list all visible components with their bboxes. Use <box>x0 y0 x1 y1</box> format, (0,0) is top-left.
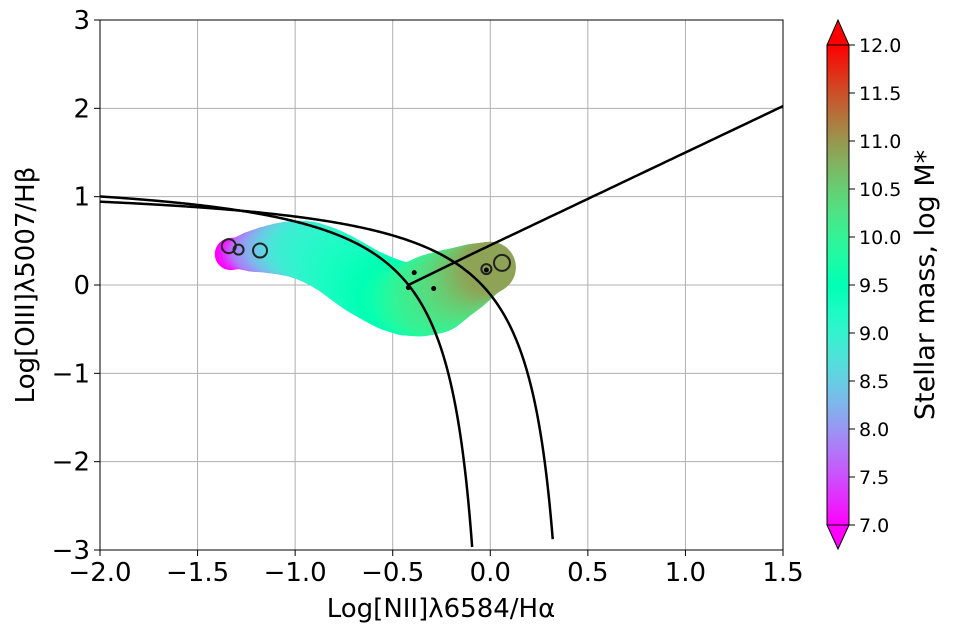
open-circle-markers <box>220 238 511 276</box>
open-marker <box>232 243 245 256</box>
colorbar-tick-label: 11.0 <box>859 131 901 153</box>
colorbar-extend-bottom <box>826 524 850 551</box>
colorbar: 7.0 7.5 8.0 8.5 9.0 9.5 10.0 10.5 11.0 11.5 12.0 S… <box>826 18 941 551</box>
x-tick-label: 1.5 <box>762 558 803 588</box>
stellar-mass-track <box>214 220 516 337</box>
y-axis-label: Log[OIII]λ5007/Hβ <box>11 167 41 404</box>
y-tick-label: −3 <box>52 536 90 566</box>
small-point <box>405 285 411 291</box>
colorbar-tick-label: 10.5 <box>859 179 901 201</box>
seyfert-liner-line <box>474 104 783 254</box>
colorbar-tick-label: 7.0 <box>859 515 889 537</box>
x-tick-label: −0.5 <box>361 558 424 588</box>
colorbar-tick-label: 8.0 <box>859 419 889 441</box>
y-tick-label: 0 <box>73 271 90 301</box>
colorbar-tick-label: 12.0 <box>859 35 901 57</box>
colorbar-tick-label: 7.5 <box>859 467 889 489</box>
x-tick-label: −1.0 <box>264 558 327 588</box>
y-tick-label: 2 <box>73 94 90 124</box>
x-tick-label: −1.5 <box>166 558 229 588</box>
y-tick-label: 1 <box>73 183 90 213</box>
y-tick-label: −2 <box>52 448 90 478</box>
x-axis-ticks: −2.0 −1.5 −1.0 −0.5 0.0 0.5 1.0 1.5 <box>68 550 804 588</box>
connector-line <box>407 251 476 287</box>
colorbar-ticks: 7.0 7.5 8.0 8.5 9.0 9.5 10.0 10.5 11.0 11.5 12.0 <box>849 35 901 537</box>
x-tick-label: 0.5 <box>567 558 608 588</box>
colorbar-tick-label: 8.5 <box>859 371 889 393</box>
x-tick-label: −2.0 <box>68 558 131 588</box>
small-point <box>411 270 417 276</box>
y-tick-label: 3 <box>73 6 90 36</box>
x-axis-label: Log[NII]λ6584/Hα <box>327 594 556 624</box>
x-tick-label: 1.0 <box>665 558 706 588</box>
small-point <box>431 286 437 292</box>
colorbar-label: Stellar mass, log M* <box>910 150 941 420</box>
y-axis-ticks: −3 −2 −1 0 1 2 3 <box>52 6 100 566</box>
open-marker <box>252 242 269 259</box>
max-starburst-curve <box>100 200 554 540</box>
x-tick-label: 0.0 <box>470 558 511 588</box>
open-marker <box>492 253 511 272</box>
colorbar-gradient <box>826 44 850 526</box>
colorbar-tick-label: 9.5 <box>859 275 889 297</box>
colorbar-tick-label: 9.0 <box>859 323 889 345</box>
colorbar-extend-top <box>826 18 850 46</box>
small-dot-points <box>405 267 489 292</box>
y-tick-label: −1 <box>52 359 90 389</box>
open-marker <box>480 263 493 276</box>
colorbar-tick-label: 11.5 <box>859 83 901 105</box>
small-point <box>483 267 489 273</box>
colorbar-tick-label: 10.0 <box>859 227 901 249</box>
